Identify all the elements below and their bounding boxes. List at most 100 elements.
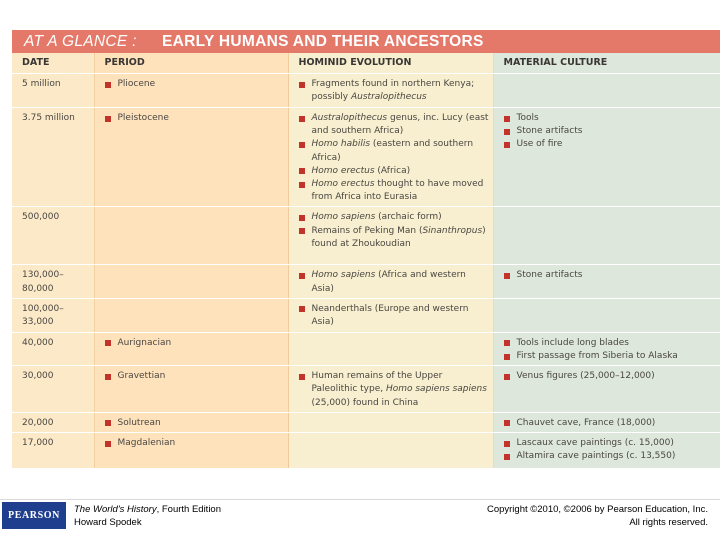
- material-list: Chauvet cave, France (18,000): [503, 417, 717, 430]
- table-row: 500,000 Homo sapiens (archaic form) Remain…: [12, 206, 720, 266]
- logo-text: PEARSON: [8, 510, 60, 521]
- hominid-list: Homo sapiens (Africa and western Asia): [298, 269, 489, 295]
- period-cell: [93, 206, 288, 266]
- table-row: 17,000 Magdalenian Lascaux cave paintings …: [12, 432, 720, 470]
- book-author: Howard Spodek: [74, 516, 142, 528]
- period-cell: Solutrean: [93, 412, 288, 434]
- hominid-cell: Neanderthals (Europe and western Asia): [287, 298, 493, 333]
- book-title: The World's History: [74, 504, 157, 515]
- copyright-text: Copyright ©2010, ©2006 by Pearson Educat…: [486, 504, 708, 515]
- period-cell: [93, 298, 288, 333]
- material-list: Lascaux cave paintings (c. 15,000) Altami…: [503, 437, 717, 463]
- material-item: Lascaux cave paintings (c. 15,000): [503, 437, 717, 450]
- book-edition: , Fourth Edition: [156, 504, 221, 515]
- table-row: 3.75 million Pleistocene Australopithecus …: [12, 107, 720, 208]
- date-cell: 20,000: [12, 412, 94, 434]
- hominid-cell: [287, 432, 493, 470]
- hominid-cell: Homo sapiens (archaic form) Remains of Pe…: [287, 206, 493, 266]
- title-prefix: AT A GLANCE :: [24, 33, 137, 50]
- title-bar: AT A GLANCE : EARLY HUMANS AND THEIR ANC…: [12, 30, 720, 53]
- date-cell: 100,000–33,000: [12, 298, 94, 333]
- period-item: Pliocene: [104, 78, 284, 91]
- hominid-item: Homo erectus thought to have moved from …: [298, 178, 489, 204]
- material-item: Tools include long blades: [503, 337, 717, 350]
- material-cell: [492, 298, 720, 333]
- table-header-row: DATE PERIOD HOMINID EVOLUTION MATERIAL C…: [12, 53, 720, 74]
- hominid-item: Remains of Peking Man (Sinanthropus) fou…: [298, 225, 489, 251]
- material-item: Stone artifacts: [503, 269, 717, 282]
- hominid-list: Australopithecus genus, inc. Lucy (east …: [298, 112, 489, 204]
- material-cell: Tools include long blades First passage f…: [492, 332, 720, 367]
- hominid-item: Human remains of the Upper Paleolithic t…: [298, 370, 489, 410]
- pearson-logo: PEARSON: [2, 502, 66, 529]
- material-cell: Tools Stone artifacts Use of fire: [492, 107, 720, 208]
- period-cell: Gravettian: [93, 365, 288, 413]
- hominid-item: Homo sapiens (Africa and western Asia): [298, 269, 489, 295]
- hominid-item: Fragments found in northern Kenya; possi…: [298, 78, 489, 104]
- book-title-line: The World's History, Fourth Edition: [74, 504, 221, 517]
- table-row: 30,000 Gravettian Human remains of the Upp…: [12, 365, 720, 413]
- material-list: Stone artifacts: [503, 269, 717, 282]
- date-cell: 5 million: [12, 73, 94, 108]
- material-cell: [492, 73, 720, 108]
- period-list: Magdalenian: [104, 437, 284, 450]
- date-cell: 40,000: [12, 332, 94, 367]
- period-list: Pliocene: [104, 78, 284, 91]
- header-material: MATERIAL CULTURE: [492, 53, 720, 74]
- material-list: Venus figures (25,000–12,000): [503, 370, 717, 383]
- hominid-item: Homo erectus (Africa): [298, 165, 489, 178]
- material-cell: Chauvet cave, France (18,000): [492, 412, 720, 434]
- hominid-item: Australopithecus genus, inc. Lucy (east …: [298, 112, 489, 138]
- hominid-list: Neanderthals (Europe and western Asia): [298, 303, 489, 329]
- material-item: Chauvet cave, France (18,000): [503, 417, 717, 430]
- hominid-cell: [287, 332, 493, 367]
- material-list: Tools Stone artifacts Use of fire: [503, 112, 717, 152]
- period-item: Aurignacian: [104, 337, 284, 350]
- material-item: Use of fire: [503, 138, 717, 151]
- footer-divider: [0, 499, 720, 500]
- hominid-list: Homo sapiens (archaic form) Remains of Pe…: [298, 211, 489, 251]
- material-item: Stone artifacts: [503, 125, 717, 138]
- table-row: 5 million Pliocene Fragments found in nort…: [12, 73, 720, 108]
- hominid-item: Homo sapiens (archaic form): [298, 211, 489, 224]
- period-list: Solutrean: [104, 417, 284, 430]
- header-date: DATE: [12, 53, 94, 74]
- table-row: 40,000 Aurignacian Tools include long blad…: [12, 332, 720, 367]
- page-title: EARLY HUMANS AND THEIR ANCESTORS: [162, 33, 484, 50]
- date-cell: 130,000–80,000: [12, 264, 94, 299]
- period-cell: Pliocene: [93, 73, 288, 108]
- hominid-list: Human remains of the Upper Paleolithic t…: [298, 370, 489, 410]
- period-item: Magdalenian: [104, 437, 284, 450]
- period-cell: [93, 264, 288, 299]
- footer-book-info: The World's History, Fourth Edition Howa…: [74, 504, 221, 529]
- period-cell: Magdalenian: [93, 432, 288, 470]
- material-item: Tools: [503, 112, 717, 125]
- rights-text: All rights reserved.: [629, 516, 708, 528]
- hominid-list: Fragments found in northern Kenya; possi…: [298, 78, 489, 104]
- date-cell: 30,000: [12, 365, 94, 413]
- header-period: PERIOD: [93, 53, 288, 74]
- period-item: Solutrean: [104, 417, 284, 430]
- period-list: Pleistocene: [104, 112, 284, 125]
- material-item: First passage from Siberia to Alaska: [503, 350, 717, 363]
- date-cell: 17,000: [12, 432, 94, 470]
- period-list: Gravettian: [104, 370, 284, 383]
- hominid-cell: [287, 412, 493, 434]
- period-list: Aurignacian: [104, 337, 284, 350]
- hominid-cell: Australopithecus genus, inc. Lucy (east …: [287, 107, 493, 208]
- table-body: 5 million Pliocene Fragments found in nort…: [12, 73, 720, 470]
- material-cell: Stone artifacts: [492, 264, 720, 299]
- material-item: Venus figures (25,000–12,000): [503, 370, 717, 383]
- header-hominid: HOMINID EVOLUTION: [287, 53, 493, 74]
- glance-table: DATE PERIOD HOMINID EVOLUTION MATERIAL C…: [12, 53, 720, 470]
- material-list: Tools include long blades First passage f…: [503, 337, 717, 363]
- period-cell: Aurignacian: [93, 332, 288, 367]
- hominid-cell: Fragments found in northern Kenya; possi…: [287, 73, 493, 108]
- hominid-item: Neanderthals (Europe and western Asia): [298, 303, 489, 329]
- date-cell: 3.75 million: [12, 107, 94, 208]
- table-row: 130,000–80,000 Homo sapiens (Africa and w…: [12, 264, 720, 299]
- period-cell: Pleistocene: [93, 107, 288, 208]
- hominid-cell: Human remains of the Upper Paleolithic t…: [287, 365, 493, 413]
- period-item: Pleistocene: [104, 112, 284, 125]
- material-cell: Venus figures (25,000–12,000): [492, 365, 720, 413]
